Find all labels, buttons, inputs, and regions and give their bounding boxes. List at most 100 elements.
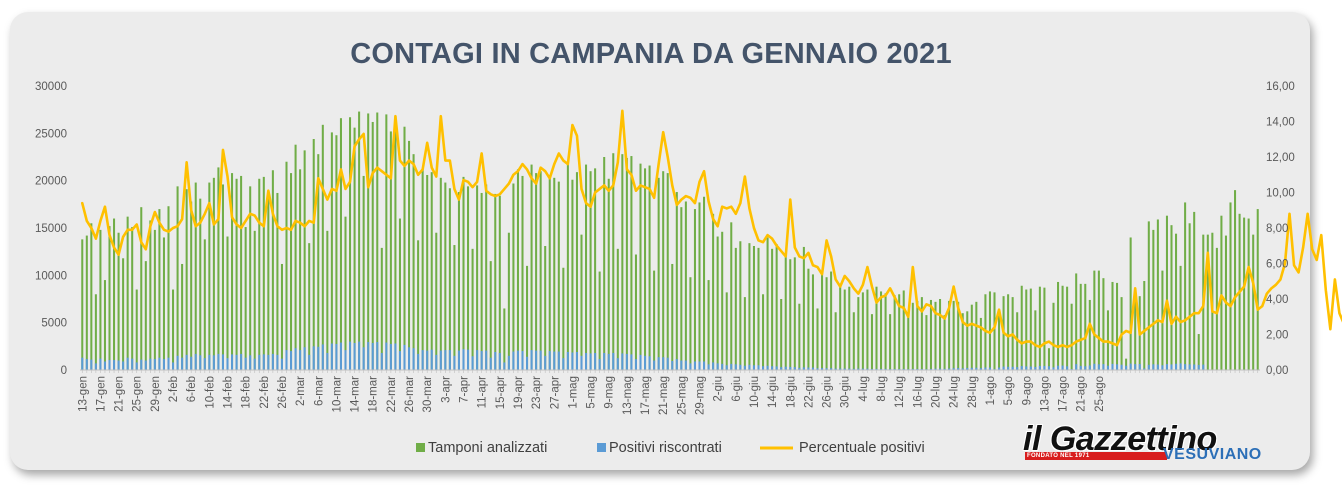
positivi-bar (1152, 364, 1155, 370)
legend-label-percentuale: Percentuale positivi (799, 440, 925, 456)
positivi-bar (321, 344, 324, 370)
positivi-bar (816, 368, 819, 370)
x-tick-label: 4-lug (858, 376, 870, 402)
tamponi-bar (966, 311, 969, 370)
tamponi-bar (212, 177, 215, 370)
x-tick-label: 21-gen (114, 376, 126, 412)
chart-title: CONTAGI IN CAMPANIA DA GENNAIO 2021 (350, 38, 952, 70)
tamponi-bar (748, 243, 751, 370)
legend-label-positivi: Positivi riscontrati (609, 440, 722, 456)
tamponi-bar (1256, 209, 1259, 370)
y-right-tick-label: 0,00 (1266, 365, 1288, 377)
positivi-bar (1161, 365, 1164, 370)
positivi-bar (1020, 366, 1023, 370)
positivi-bar (535, 350, 538, 370)
tamponi-bar (979, 317, 982, 370)
tamponi-bar (1007, 294, 1010, 370)
positivi-bar (512, 351, 515, 370)
tamponi-bar (271, 170, 274, 370)
x-tick-label: 26-giu (822, 376, 834, 408)
positivi-bar (1043, 365, 1046, 370)
tamponi-bar (1066, 286, 1069, 370)
tamponi-bar (398, 218, 401, 370)
positivi-bar (920, 368, 923, 370)
tamponi-bar (258, 178, 261, 370)
tamponi-bar (557, 181, 560, 370)
positivi-bar (1007, 366, 1010, 370)
tamponi-bar (448, 188, 451, 370)
tamponi-bar (81, 239, 84, 370)
positivi-bar (1184, 364, 1187, 370)
positivi-bar (439, 350, 442, 370)
tamponi-bar (725, 292, 728, 370)
positivi-bar (703, 361, 706, 370)
tamponi-bar (1152, 229, 1155, 370)
positivi-bar (1066, 366, 1069, 370)
x-tick-label: 21-mag (658, 376, 670, 415)
positivi-bar (312, 346, 315, 370)
tamponi-bar (153, 229, 156, 370)
tamponi-bar (684, 201, 687, 370)
tamponi-bar (117, 232, 120, 370)
positivi-bar (131, 358, 134, 370)
positivi-bar (339, 342, 342, 370)
tamponi-bar (262, 176, 265, 370)
tamponi-bar (893, 295, 896, 370)
tamponi-bar (766, 237, 769, 370)
x-tick-label: 5-mag (586, 376, 598, 409)
positivi-bar (934, 368, 937, 370)
positivi-bar (276, 354, 279, 370)
tamponi-bar (830, 271, 833, 370)
positivi-bar (217, 353, 220, 370)
positivi-bar (757, 365, 760, 370)
x-tick-label: 28-lug (967, 376, 979, 408)
tamponi-bar (603, 157, 606, 370)
positivi-bar (557, 351, 560, 370)
tamponi-bar (240, 175, 243, 370)
positivi-bars (81, 341, 1205, 370)
positivi-bar (743, 365, 746, 370)
x-tick-label: 30-mar (422, 376, 434, 413)
tamponi-bar (108, 226, 111, 370)
tamponi-bar (943, 315, 946, 370)
tamponi-bar (1197, 334, 1200, 370)
positivi-bar (857, 368, 860, 370)
positivi-bar (793, 367, 796, 370)
positivi-bar (852, 368, 855, 370)
positivi-bar (394, 343, 397, 370)
tamponi-bar (1070, 303, 1073, 370)
tamponi-bar (548, 174, 551, 370)
tamponi-bar (889, 314, 892, 370)
positivi-bar (294, 348, 297, 370)
x-tick-label: 27-apr (549, 376, 561, 409)
x-tick-label: 18-giu (785, 376, 797, 408)
positivi-bar (448, 350, 451, 370)
x-tick-label: 1-mag (567, 376, 579, 409)
tamponi-bar (326, 230, 329, 370)
tamponi-bar (503, 308, 506, 370)
tamponi-bar (162, 237, 165, 370)
tamponi-bar (757, 247, 760, 370)
positivi-bar (1156, 364, 1159, 370)
tamponi-bar (1243, 217, 1246, 370)
positivi-bar (612, 352, 615, 370)
tamponi-bar (1102, 278, 1105, 370)
positivi-bar (662, 357, 665, 370)
positivi-bar (671, 361, 674, 370)
tamponi-bar (408, 140, 411, 370)
tamponi-bar (861, 292, 864, 370)
y-right-tick-label: 2,00 (1266, 330, 1288, 342)
tamponi-bar (530, 164, 533, 370)
positivi-bar (476, 350, 479, 370)
tamponi-bar (880, 291, 883, 370)
tamponi-bar (993, 292, 996, 370)
tamponi-bar (135, 289, 138, 370)
tamponi-bar (934, 301, 937, 370)
y-right-tick-label: 6,00 (1266, 259, 1288, 271)
positivi-bar (99, 358, 102, 370)
tamponi-bar (185, 189, 188, 370)
tamponi-bar (439, 177, 442, 370)
positivi-bar (258, 354, 261, 370)
tamponi-bar (961, 313, 964, 370)
positivi-bar (1116, 364, 1119, 370)
